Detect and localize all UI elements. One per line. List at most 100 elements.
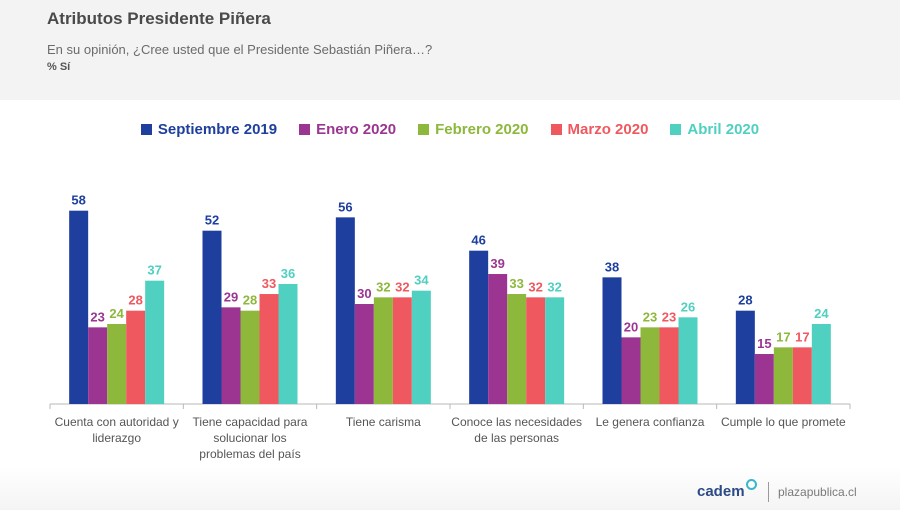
bar (792, 347, 812, 404)
data-label: 39 (490, 256, 504, 271)
bar (621, 337, 641, 404)
data-label: 56 (338, 199, 352, 214)
data-label: 33 (262, 276, 276, 291)
legend-swatch (299, 124, 311, 135)
bar (335, 217, 355, 404)
bar (126, 310, 146, 404)
bar (107, 324, 127, 404)
bar (69, 210, 89, 404)
bar (602, 277, 622, 404)
bar (678, 317, 698, 404)
data-label: 24 (814, 306, 829, 321)
data-label: 28 (738, 293, 752, 308)
data-label: 46 (471, 233, 485, 248)
data-label: 32 (395, 279, 409, 294)
legend: Septiembre 2019 Enero 2020 Febrero 2020 Mar… (0, 121, 900, 138)
category-label-line: de las personas (474, 431, 559, 445)
data-label: 37 (147, 263, 161, 278)
data-label: 15 (757, 336, 771, 351)
data-label: 24 (109, 306, 124, 321)
category-label: Conoce las necesidades de las personas (451, 415, 582, 445)
legend-label: Enero 2020 (316, 121, 397, 138)
bar (240, 310, 260, 404)
bar (354, 304, 374, 404)
chart-title: Atributos Presidente Piñera (47, 9, 271, 28)
data-label: 32 (547, 279, 561, 294)
category-label-line: Conoce las necesidades (451, 415, 582, 429)
legend-label: Septiembre 2019 (157, 121, 278, 138)
category-label-line: liderazgo (92, 431, 141, 445)
category-label-line: Cuenta con autoridad y (55, 415, 179, 429)
legend-item: Febrero 2020 (418, 121, 529, 138)
bar (640, 327, 660, 404)
legend-label: Marzo 2020 (567, 121, 649, 138)
category-label-line: Cumple lo que promete (721, 415, 846, 429)
bar (373, 297, 393, 404)
bar (526, 297, 546, 404)
data-label: 38 (605, 259, 619, 274)
bar (488, 274, 508, 404)
bar (545, 297, 565, 404)
category-label-line: Tiene capacidad para (193, 415, 308, 429)
data-label: 32 (528, 279, 542, 294)
bar (469, 250, 489, 404)
bar (202, 230, 222, 404)
data-label: 28 (243, 293, 257, 308)
legend-item: Enero 2020 (299, 121, 396, 138)
bar (392, 297, 412, 404)
bar (507, 294, 527, 404)
bar (811, 324, 831, 404)
unit-label: % Sí (47, 61, 71, 73)
logo-text: cadem (697, 483, 745, 500)
header-band: Atributos Presidente Piñera En su opinió… (0, 0, 900, 100)
data-label: 26 (681, 299, 695, 314)
data-label: 23 (662, 309, 676, 324)
bar (88, 327, 108, 404)
data-label: 23 (90, 309, 104, 324)
legend-label: Abril 2020 (687, 121, 760, 138)
chart-subtitle: En su opinión, ¿Cree usted que el Presid… (47, 42, 433, 57)
legend-swatch (418, 124, 430, 135)
category-label: Tiene capacidad para solucionar los proble… (193, 415, 308, 461)
category-label-line: solucionar los (213, 431, 286, 445)
category-label-line: Tiene carisma (346, 415, 421, 429)
legend-item: Septiembre 2019 (140, 121, 278, 138)
footer (0, 466, 900, 510)
bar (145, 280, 165, 404)
bar (659, 327, 679, 404)
site-url: plazapublica.cl (778, 485, 857, 499)
bar (278, 284, 298, 404)
bar (259, 294, 279, 404)
logo-dot-icon (745, 479, 757, 490)
data-label: 23 (643, 309, 657, 324)
data-label: 17 (795, 329, 809, 344)
bar (411, 290, 431, 404)
data-label: 29 (224, 289, 238, 304)
data-label: 28 (128, 293, 142, 308)
legend-item: Marzo 2020 (550, 121, 649, 138)
bar (735, 310, 755, 404)
legend-swatch (670, 124, 682, 135)
data-label: 20 (624, 319, 638, 334)
category-label: Cuenta con autoridad y liderazgo (55, 415, 179, 445)
category-label: Tiene carisma (346, 415, 421, 429)
category-label: Cumple lo que promete (721, 415, 846, 429)
data-label: 33 (509, 276, 523, 291)
category-label: Le genera confianza (596, 415, 705, 429)
legend-label: Febrero 2020 (435, 121, 529, 138)
legend-swatch (140, 124, 152, 135)
footer-divider (768, 482, 769, 502)
category-label-line: problemas del país (199, 447, 300, 461)
legend-swatch (550, 124, 562, 135)
legend-item: Abril 2020 (670, 121, 759, 138)
cadem-logo: cadem (697, 479, 757, 500)
data-label: 17 (776, 329, 790, 344)
bar (773, 347, 793, 404)
bar (754, 354, 774, 404)
data-label: 36 (281, 266, 295, 281)
data-label: 32 (376, 279, 390, 294)
data-label: 30 (357, 286, 371, 301)
data-label: 34 (414, 273, 429, 288)
bar (221, 307, 241, 404)
